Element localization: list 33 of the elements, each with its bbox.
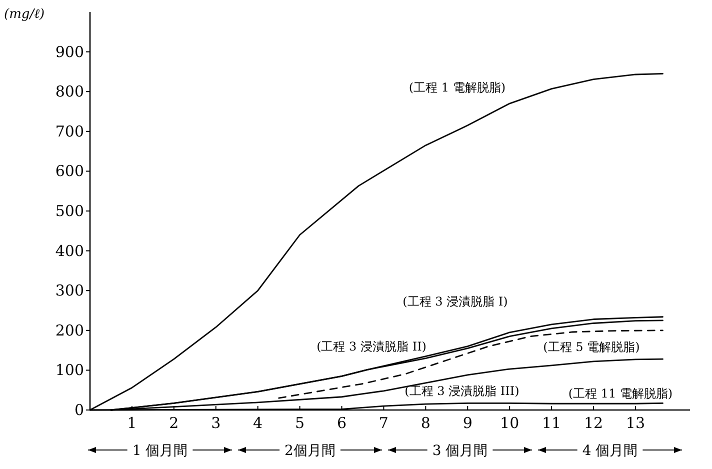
x-tick-label: 13 (626, 414, 645, 432)
y-tick-label: 0 (74, 401, 84, 419)
x-tick-label: 8 (420, 414, 430, 432)
y-axis-title: (mg/ℓ) (4, 7, 45, 22)
x-tick-label: 7 (378, 414, 388, 432)
y-tick-label: 100 (55, 361, 84, 380)
x-tick-label: 5 (295, 414, 305, 432)
x-tick-label: 6 (336, 414, 347, 432)
y-tick-label: 200 (55, 321, 84, 340)
x-tick-label: 2 (169, 414, 179, 432)
text: 4 個月間 (582, 443, 638, 459)
x-tick-label: 10 (500, 414, 520, 432)
y-tick-label: 600 (55, 162, 84, 180)
series-label: (工程 5 電解脱脂) (543, 340, 640, 354)
series-label: (工程 3 浸漬脱脂 I) (402, 294, 508, 309)
series-label: (工程 3 浸漬脱脂 II) (316, 339, 426, 354)
y-tick-label: 400 (55, 242, 84, 260)
series-label: (工程 11 電解脱脂) (568, 386, 673, 400)
y-tick-label: 900 (55, 42, 84, 61)
x-tick-label: 11 (542, 414, 562, 432)
text: 2個月間 (284, 443, 336, 459)
x-tick-label: 1 (127, 414, 137, 432)
x-tick-label: 12 (584, 414, 604, 432)
y-tick-label: 300 (55, 282, 84, 300)
x-tick-label: 4 (253, 414, 263, 432)
text: 1 個月間 (132, 443, 188, 459)
y-tick-label: 800 (55, 82, 84, 101)
y-tick-label: 500 (55, 202, 84, 220)
series-label: (工程 1 電解脱脂) (408, 80, 506, 95)
x-tick-label: 3 (211, 414, 221, 432)
x-tick-label: 9 (462, 414, 472, 432)
text: 3 個月間 (432, 443, 488, 459)
y-tick-label: 700 (55, 122, 84, 140)
